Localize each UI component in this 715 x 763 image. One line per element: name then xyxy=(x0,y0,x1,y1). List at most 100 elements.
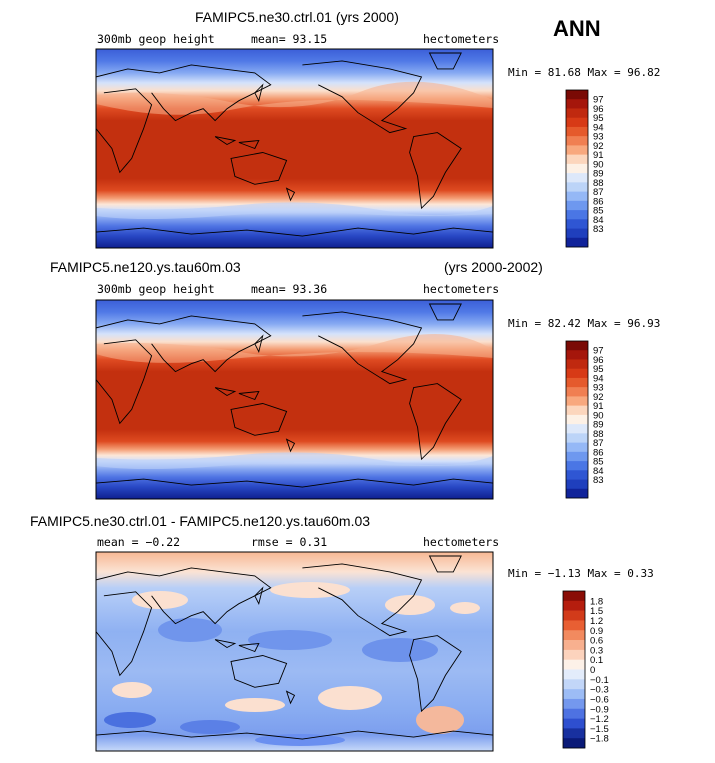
coastline xyxy=(96,227,493,237)
coastline xyxy=(302,563,423,637)
colorbar-tick-label: 88 xyxy=(593,178,604,189)
colorbar-tick-label: 84 xyxy=(593,215,604,226)
coastline xyxy=(254,334,264,353)
colorbar-swatch xyxy=(563,679,585,690)
coastline xyxy=(428,52,462,70)
colorbar-swatch xyxy=(563,610,585,621)
panel2-years: (yrs 2000-2002) xyxy=(444,259,543,275)
colorbar-tick-label: 95 xyxy=(593,113,604,124)
panel1-title: FAMIPC5.ne30.ctrl.01 (yrs 2000) xyxy=(195,9,399,25)
colorbar-tick-label: −0.6 xyxy=(590,694,609,705)
colorbar-swatch xyxy=(563,718,585,729)
coastline xyxy=(302,311,423,385)
panel2-coastlines xyxy=(96,303,493,488)
colorbar-tick-label: −0.1 xyxy=(590,675,609,686)
colorbar-swatch xyxy=(566,424,588,434)
colorbar-tick-label: 97 xyxy=(593,95,604,106)
panel3-colorbar: 1.81.51.20.90.60.30.10−0.1−0.3−0.6−0.9−1… xyxy=(562,590,609,749)
coastline xyxy=(96,315,272,373)
colorbar-swatch xyxy=(566,377,588,388)
colorbar-swatch xyxy=(566,90,588,100)
colorbar-tick-label: 93 xyxy=(593,132,604,143)
colorbar-swatch xyxy=(566,387,588,397)
colorbar-frame xyxy=(565,89,589,248)
colorbar-swatch xyxy=(566,396,588,406)
colorbar-swatch xyxy=(563,640,585,651)
coastline xyxy=(96,64,272,122)
colorbar-tick-label: −0.9 xyxy=(590,704,609,715)
colorbar-swatch xyxy=(566,163,588,174)
colorbar-swatch xyxy=(563,728,585,739)
colorbar-tick-label: −0.3 xyxy=(590,685,609,696)
colorbar-swatch xyxy=(566,191,588,202)
colorbar-tick-label: 85 xyxy=(593,206,604,217)
colorbar-swatch xyxy=(563,630,585,641)
colorbar-tick-label: 0.9 xyxy=(590,626,603,637)
coastline xyxy=(96,567,272,625)
colorbar-tick-label: 0.3 xyxy=(590,645,603,656)
coastline xyxy=(409,383,462,461)
colorbar-tick-label: 0 xyxy=(590,665,595,676)
panel3-anomaly-blobs xyxy=(104,582,480,746)
coastline xyxy=(238,390,260,401)
colorbar-swatch xyxy=(566,405,588,416)
coastline xyxy=(409,132,462,210)
colorbar-swatch xyxy=(566,145,588,155)
colorbar-tick-label: 84 xyxy=(593,466,604,477)
panel1-contour-bands xyxy=(96,81,493,219)
colorbar-tick-label: 83 xyxy=(593,475,604,486)
coastline xyxy=(254,586,264,605)
colorbar-frame xyxy=(565,340,589,499)
colorbar-swatch xyxy=(566,117,588,128)
colorbar-swatch xyxy=(566,99,588,109)
colorbar-tick-label: 87 xyxy=(593,187,604,198)
colorbar-frame xyxy=(562,590,586,749)
colorbar-tick-label: 1.2 xyxy=(590,616,603,627)
colorbar-swatch xyxy=(566,359,588,370)
panel3-minmax-label: Min = −1.13 Max = 0.33 xyxy=(508,567,654,580)
colorbar-tick-label: 96 xyxy=(593,355,604,366)
coastline xyxy=(96,339,153,425)
colorbar-swatch xyxy=(566,108,588,119)
colorbar-swatch xyxy=(563,659,585,670)
coastline xyxy=(302,60,423,134)
colorbar-tick-label: 91 xyxy=(593,150,604,161)
coastline xyxy=(230,152,288,185)
panel2-minmax-label: Min = 82.42 Max = 96.93 xyxy=(508,317,661,330)
colorbar-tick-label: 90 xyxy=(593,410,604,421)
coastline xyxy=(230,655,288,688)
colorbar-swatch xyxy=(566,341,588,351)
colorbar-swatch xyxy=(563,620,585,631)
colorbar-swatch xyxy=(566,433,588,443)
panel1-minmax-label: Min = 81.68 Max = 96.82 xyxy=(508,66,661,79)
coastline xyxy=(254,83,264,102)
colorbar-tick-label: 86 xyxy=(593,196,604,207)
panel2-contour-bands xyxy=(96,334,493,469)
panel3-title: FAMIPC5.ne30.ctrl.01 - FAMIPC5.ne120.ys.… xyxy=(30,513,371,529)
coastline xyxy=(285,187,296,202)
colorbar-swatch xyxy=(566,182,588,192)
colorbar-tick-label: 93 xyxy=(593,383,604,394)
colorbar-tick-label: −1.5 xyxy=(590,724,609,735)
colorbar-tick-label: 1.5 xyxy=(590,606,603,617)
coastline xyxy=(96,730,493,740)
colorbar-swatch xyxy=(563,600,585,611)
colorbar-swatch xyxy=(563,591,585,602)
colorbar-swatch xyxy=(566,368,588,379)
colorbar-swatch xyxy=(566,350,588,360)
colorbar-swatch xyxy=(566,470,588,480)
panel3-map xyxy=(95,551,494,752)
panel1-mean-label: mean= 93.15 xyxy=(251,32,328,46)
colorbar-tick-label: 85 xyxy=(593,457,604,468)
colorbar-tick-label: 97 xyxy=(593,346,604,357)
colorbar-tick-label: 91 xyxy=(593,401,604,412)
panel2-field-label: 300mb geop height xyxy=(97,282,215,296)
coastline xyxy=(428,555,462,573)
colorbar-swatch xyxy=(563,698,585,710)
season-label: ANN xyxy=(553,16,601,41)
panel2-mean-label: mean= 93.36 xyxy=(251,282,328,296)
coastline xyxy=(230,403,288,436)
